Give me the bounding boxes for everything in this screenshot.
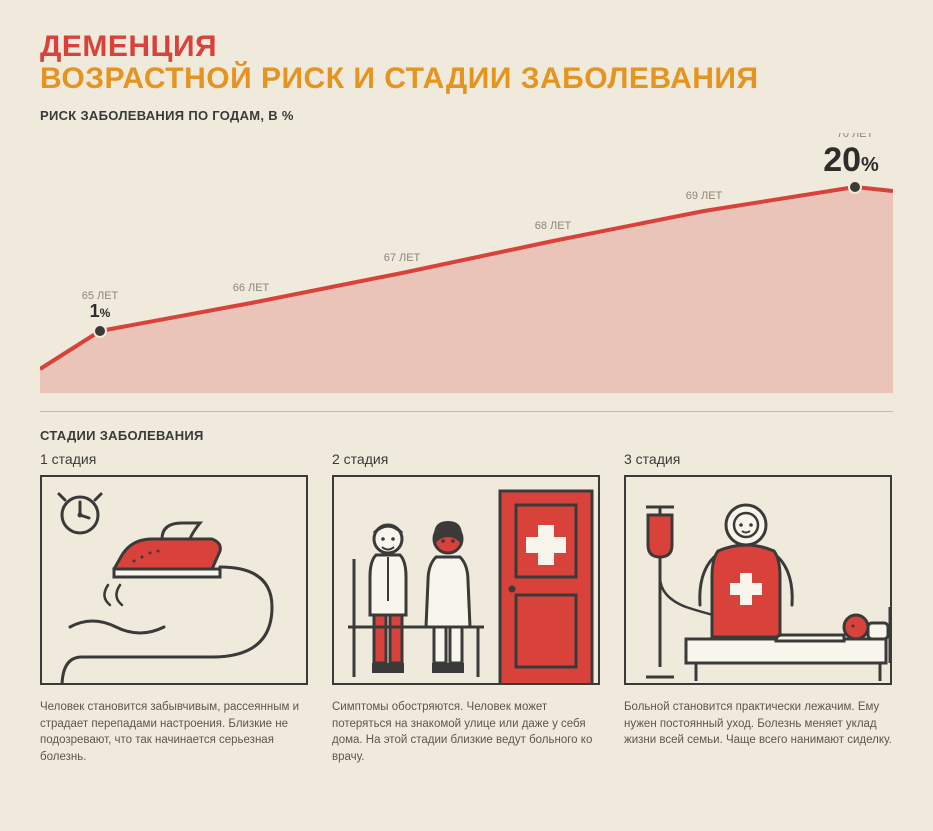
section-divider [40,411,893,412]
svg-text:66 ЛЕТ: 66 ЛЕТ [233,282,270,294]
stage-label: 2 стадия [332,451,600,467]
svg-text:69 ЛЕТ: 69 ЛЕТ [686,190,723,202]
title-subtitle: ВОЗРАСТНОЙ РИСК И СТАДИИ ЗАБОЛЕВАНИЯ [40,62,893,96]
svg-text:70 ЛЕТ: 70 ЛЕТ [837,133,874,140]
risk-chart: 65 ЛЕТ1% 66 ЛЕТ 67 ЛЕТ 68 ЛЕТ 69 ЛЕТ 70 ЛЕТ20… [40,133,893,393]
nurse-icon [700,505,792,637]
stage-desc: Человек становится забывчивым, рассеянны… [40,699,308,766]
man-icon [370,525,406,673]
stage-desc: Больной становится практически лежачим. … [624,699,892,749]
svg-text:1%: 1% [90,301,111,321]
stages-title: СТАДИИ ЗАБОЛЕВАНИЯ [40,428,893,443]
stage-label: 1 стадия [40,451,308,467]
stage-3: 3 стадия [624,451,892,766]
stage-desc: Симптомы обостряются. Человек может поте… [332,699,600,766]
stage-label: 3 стадия [624,451,892,467]
svg-text:20%: 20% [823,141,879,179]
stage-illustration-2 [332,475,600,685]
stage-illustration-3 [624,475,892,685]
stage-2: 2 стадия [332,451,600,766]
svg-text:68 ЛЕТ: 68 ЛЕТ [535,220,572,232]
svg-text:67 ЛЕТ: 67 ЛЕТ [384,252,421,264]
title-main: ДЕМЕНЦИЯ [40,30,893,64]
stage-illustration-1 [40,475,308,685]
woman-icon [426,521,470,673]
svg-text:65 ЛЕТ: 65 ЛЕТ [82,290,119,302]
stage-1: 1 стадия [40,451,308,766]
iron-icon [62,523,272,685]
chart-ylabel: РИСК ЗАБОЛЕВАНИЯ ПО ГОДАМ, В % [40,108,893,123]
